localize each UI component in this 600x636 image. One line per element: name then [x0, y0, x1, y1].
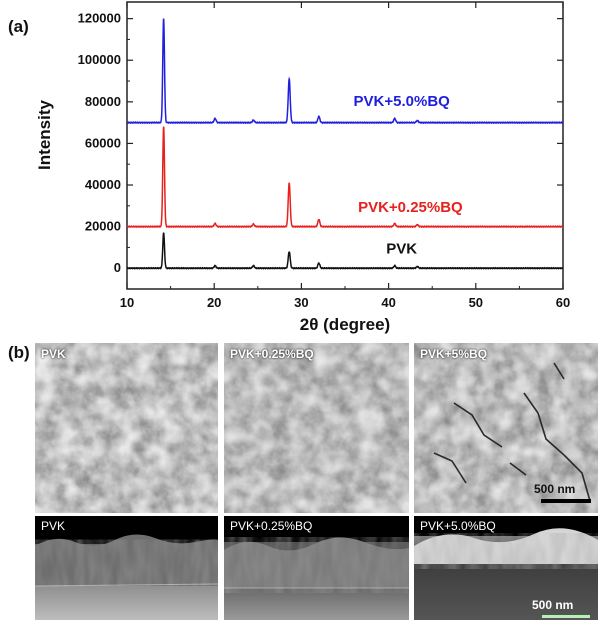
sem-texture — [35, 343, 218, 513]
scalebar-top — [541, 499, 591, 503]
panel-a-label: (a) — [8, 17, 29, 36]
film-cracks — [433, 362, 591, 502]
sem-cross-texture — [224, 516, 409, 620]
panel-b-label-svg: (b) — [8, 343, 30, 362]
sem-cross-image-pvk-025bq: PVK+0.25%BQ — [224, 516, 409, 620]
y-tick-label: 80000 — [85, 94, 121, 109]
sem-texture — [414, 343, 598, 513]
sem-cross-texture — [35, 516, 218, 620]
y-tick-label: 0 — [114, 260, 121, 275]
scalebar-top-label: 500 nm — [534, 482, 576, 496]
x-tick-label: 50 — [469, 295, 483, 310]
scalebar-cross-label: 500 nm — [532, 598, 574, 612]
y-tick-label: 40000 — [85, 177, 121, 192]
sem-cross-label: PVK+0.25%BQ — [230, 519, 313, 533]
y-axis-title: Intensity — [35, 100, 54, 170]
xrd-chart: (a) 0 20000 40000 60000 80000 100000 120000 10… — [8, 1, 570, 334]
sem-top-label: PVK+0.25%BQ — [230, 347, 314, 361]
y-tick-label: 120000 — [78, 11, 121, 26]
y-axis-ticks: 0 20000 40000 60000 80000 100000 120000 — [78, 11, 563, 275]
x-tick-label: 30 — [294, 295, 308, 310]
sem-top-label: PVK+5%BQ — [420, 347, 488, 361]
x-tick-label: 60 — [556, 295, 570, 310]
scalebar-cross — [542, 615, 590, 618]
sem-cross-texture — [414, 516, 598, 620]
series-line-2 — [127, 18, 563, 125]
sem-cross-label: PVK — [41, 519, 66, 533]
series-group — [127, 18, 563, 270]
y-tick-label: 20000 — [85, 219, 121, 234]
series-labels: PVK PVK+0.25%BQ PVK+5.0%BQ — [354, 93, 464, 258]
x-axis-title: 2θ (degree) — [300, 315, 390, 334]
sem-top-image-pvk-025bq: PVK+0.25%BQ — [224, 343, 409, 513]
sem-top-image-pvk-5bq: PVK+5%BQ 500 nm — [414, 343, 598, 513]
sem-top-image-pvk: PVK — [35, 343, 218, 513]
x-tick-label: 10 — [120, 295, 134, 310]
x-axis-ticks: 10 20 30 40 50 60 — [120, 2, 570, 310]
sem-cross-image-pvk: PVK — [35, 516, 218, 620]
series-label: PVK — [386, 241, 417, 258]
sem-cross-image-pvk-5bq: PVK+5.0%BQ 500 nm — [414, 516, 598, 620]
panel-b-label: (b) — [8, 343, 30, 362]
series-label: PVK+0.25%BQ — [358, 199, 463, 216]
plot-frame — [126, 1, 564, 290]
x-tick-label: 20 — [207, 295, 221, 310]
sem-texture — [224, 343, 409, 513]
sem-top-label: PVK — [41, 347, 66, 361]
series-line-0 — [127, 232, 563, 270]
y-tick-label: 100000 — [78, 52, 121, 67]
y-tick-label: 60000 — [85, 135, 121, 150]
x-tick-label: 40 — [381, 295, 395, 310]
sem-cross-label: PVK+5.0%BQ — [420, 519, 496, 533]
series-line-1 — [127, 126, 563, 229]
series-label: PVK+5.0%BQ — [354, 93, 451, 110]
